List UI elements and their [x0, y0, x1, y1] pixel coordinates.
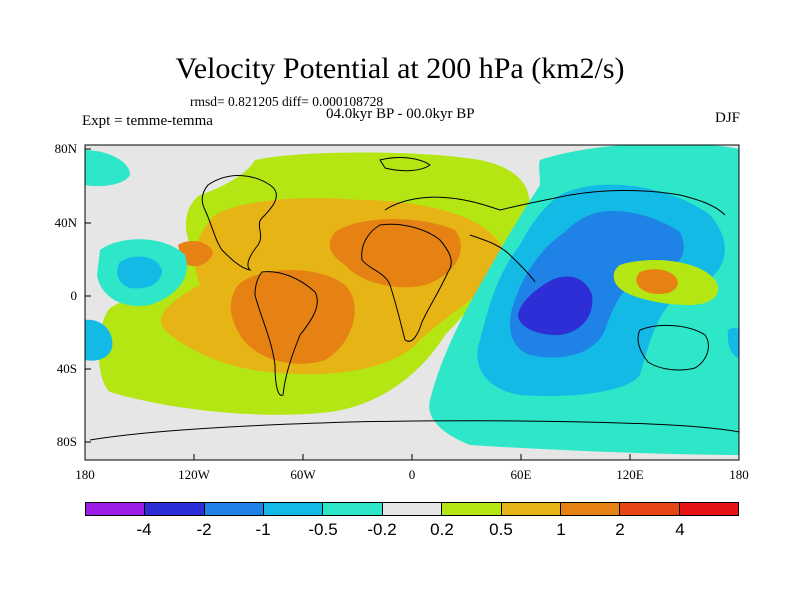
period-label: 04.0kyr BP - 00.0kyr BP [326, 106, 475, 122]
contour-negative-pacific-0.5 [117, 256, 162, 289]
colorbar-segment [620, 503, 680, 515]
contour-field [85, 145, 739, 460]
colorbar-label: 0.5 [489, 520, 513, 539]
y-tick: 0 [70, 288, 78, 303]
coastlines [89, 157, 739, 441]
x-tick: 60E [510, 467, 532, 482]
colorbar-label: 2 [615, 520, 625, 539]
contour-positive-pocket-1 [636, 269, 678, 294]
colorbar-segment [323, 503, 383, 515]
colorbar-segment [145, 503, 205, 515]
contour-positive-1 [230, 270, 355, 364]
colorbar-segment [679, 503, 738, 515]
experiment-label: Expt = temme-temma [82, 113, 213, 129]
colorbar-label: 1 [556, 520, 566, 539]
colorbar-segment [501, 503, 561, 515]
colorbar-segment [442, 503, 502, 515]
map-title: Velocity Potential at 200 hPa (km2/s) [175, 52, 625, 85]
colorbar-segment [204, 503, 265, 515]
contour-negative-2 [518, 276, 593, 336]
x-tick: 180 [729, 467, 749, 482]
colorbar-segment [86, 503, 146, 515]
colorbar-label: 0.2 [430, 520, 454, 539]
contour-positive-1-west [178, 240, 213, 267]
x-tick: 120W [178, 467, 210, 482]
x-tick: 0 [408, 467, 416, 482]
colorbar-label: -1 [255, 520, 271, 539]
contour-negative-pacific-north [85, 150, 130, 187]
x-tick: 180 [75, 467, 95, 482]
contour-positive-1-africa [329, 218, 461, 288]
colorbar-segment [264, 503, 324, 515]
contour-negative-pacific-south [85, 319, 113, 361]
y-tick: 40N [54, 215, 77, 230]
colorbar-label: -0.5 [308, 520, 338, 539]
colorbar [85, 502, 739, 516]
stats-label: rmsd= 0.821205 diff= 0.000108728 [190, 94, 384, 109]
x-tick: 60W [290, 467, 316, 482]
colorbar-label: -0.2 [367, 520, 397, 539]
y-tick: 40S [56, 361, 77, 376]
colorbar-label: -2 [196, 520, 212, 539]
colorbar-label: 4 [675, 520, 685, 539]
x-tick: 120E [616, 467, 644, 482]
colorbar-segment [560, 503, 621, 515]
y-tick: 80S [56, 434, 77, 449]
colorbar-segment [382, 503, 443, 515]
y-tick: 80N [54, 141, 77, 156]
colorbar-label: -4 [136, 520, 152, 539]
contour-negative-east-edge [727, 327, 739, 359]
season-label: DJF [714, 110, 740, 126]
tick-marks [84, 148, 740, 460]
